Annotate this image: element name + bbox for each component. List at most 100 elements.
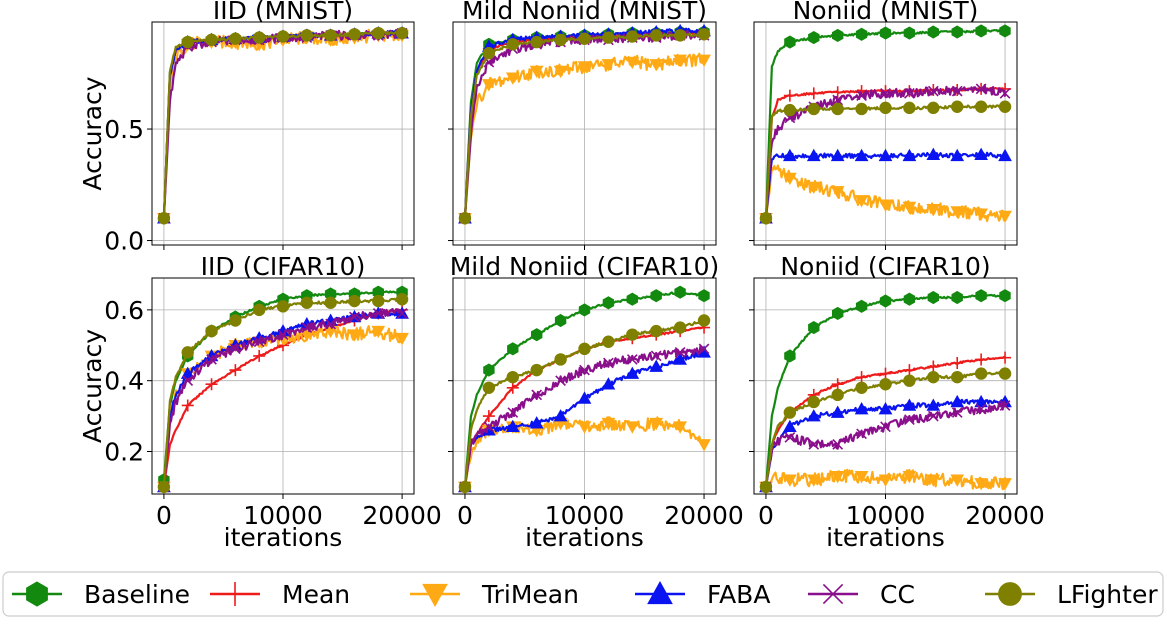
noniid-cifar10-point-lfighter-8 [903, 374, 916, 387]
mild-noniid-cifar10-point-mean-3 [482, 410, 495, 423]
iid-cifar10-point-trimean-10 [347, 329, 362, 342]
mild-noniid-cifar10-point-lfighter-12 [697, 314, 711, 327]
noniid-cifar10-point-cc-7 [880, 421, 891, 433]
noniid-cifar10-point-trimean-9 [926, 474, 941, 487]
panel-noniid-cifar10: 0 10000 20000 Noniid (CIFAR10) iterations [749, 252, 1045, 552]
mild-noniid-cifar10-point-trimean-7 [577, 421, 592, 434]
noniid-cifar10-point-lfighter-5 [831, 388, 844, 402]
iid-mnist-point-lfighter-8 [300, 29, 314, 42]
mild-noniid-mnist-point-lfighter-11 [673, 29, 687, 42]
noniid-cifar10-point-cc-3 [784, 431, 796, 443]
iid-cifar10-ytick-label-0: 0.2 [104, 438, 144, 467]
panel-iid-mnist: 0.0 0.5 IID (MNIST) Accuracy [78, 0, 415, 256]
noniid-mnist-point-lfighter-9 [927, 101, 940, 115]
iid-cifar10-point-lfighter-10 [348, 294, 361, 308]
iid-cifar10-point-cc-7 [277, 329, 289, 341]
noniid-cifar10-point-lfighter-3 [783, 406, 797, 419]
legend: Baseline Mean TriMean FABA CC LFighter [2, 571, 1164, 617]
mild-noniid-cifar10-point-faba-10 [649, 359, 664, 372]
noniid-mnist-point-trimean-11 [974, 208, 988, 221]
noniid-mnist-series-group [759, 24, 1012, 226]
noniid-mnist-point-baseline-3 [784, 35, 796, 49]
iid-cifar10-point-trimean-12 [395, 332, 409, 346]
iid-mnist-point-lfighter-5 [229, 32, 242, 45]
mild-noniid-cifar10-point-trimean-10 [649, 417, 664, 431]
iid-cifar10-point-lfighter-4 [205, 324, 218, 338]
noniid-mnist-point-faba-9 [926, 147, 941, 160]
mild-noniid-mnist-point-lfighter-7 [578, 32, 591, 45]
iid-cifar10-point-lfighter-5 [229, 314, 242, 327]
mild-noniid-cifar10-xtick-label-2: 20000 [664, 501, 744, 530]
noniid-mnist-point-trimean-6 [854, 195, 869, 208]
noniid-cifar10-point-trimean-7 [878, 474, 893, 487]
mild-noniid-mnist-point-lfighter-9 [626, 30, 639, 43]
noniid-mnist-point-mean-5 [831, 86, 844, 99]
noniid-cifar10-point-trimean-8 [902, 470, 917, 484]
legend-marker-lfighter [998, 582, 1022, 606]
iid-cifar10-point-lfighter-8 [300, 296, 314, 309]
noniid-cifar10-point-lfighter-10 [951, 370, 964, 384]
mild-noniid-cifar10-point-cc-7 [579, 364, 590, 376]
mild-noniid-cifar10-point-baseline-3 [483, 363, 495, 377]
noniid-mnist-point-baseline-9 [927, 25, 939, 39]
noniid-cifar10-point-faba-6 [854, 401, 869, 415]
iid-cifar10-point-cc-5 [229, 343, 241, 355]
legend-item-cc: CC [808, 580, 915, 609]
mild-noniid-mnist-point-trimean-8 [601, 59, 616, 72]
noniid-mnist-point-trimean-9 [926, 204, 941, 217]
legend-marker-mean [223, 582, 247, 606]
noniid-cifar10-series-group [759, 289, 1012, 494]
iid-cifar10-point-cc-3 [182, 375, 194, 387]
noniid-cifar10-point-cc-8 [904, 414, 915, 426]
mild-noniid-cifar10-point-baseline-10 [650, 289, 662, 303]
noniid-cifar10-point-faba-7 [878, 401, 893, 415]
mild-noniid-cifar10-point-mean-4 [506, 381, 519, 394]
noniid-mnist-point-lfighter-0 [759, 212, 773, 225]
iid-cifar10-point-cc-11 [372, 308, 384, 319]
mild-noniid-cifar10-point-lfighter-7 [578, 342, 591, 356]
noniid-mnist-point-baseline-8 [903, 26, 916, 40]
noniid-cifar10-xtick-label-2: 20000 [965, 501, 1045, 530]
mild-noniid-cifar10-point-cc-4 [507, 407, 519, 418]
noniid-cifar10-point-trimean-5 [830, 470, 845, 484]
mild-noniid-mnist-series-group [458, 23, 711, 226]
iid-mnist-point-lfighter-4 [205, 33, 218, 47]
noniid-mnist-point-cc-12 [999, 87, 1011, 99]
iid-cifar10-point-mean-5 [229, 364, 242, 377]
noniid-mnist-point-baseline-10 [951, 25, 963, 39]
noniid-cifar10-point-trimean-12 [998, 478, 1012, 491]
mild-noniid-mnist-point-lfighter-0 [458, 212, 472, 225]
iid-cifar10-point-cc-10 [349, 311, 360, 323]
noniid-cifar10-point-baseline-10 [951, 290, 963, 305]
legend-label-cc: CC [880, 580, 915, 609]
iid-cifar10-xlabel: iterations [224, 523, 343, 552]
mild-noniid-cifar10-point-cc-12 [698, 343, 710, 355]
noniid-mnist-point-lfighter-4 [807, 102, 820, 116]
noniid-cifar10-point-trimean-10 [950, 474, 965, 487]
mild-noniid-cifar10-point-faba-5 [529, 416, 544, 429]
mild-noniid-cifar10-point-baseline-5 [531, 328, 543, 342]
legend-label-faba: FABA [707, 580, 770, 609]
noniid-mnist-point-baseline-6 [855, 27, 868, 41]
iid-cifar10-xtick-label-0: 0 [156, 501, 172, 530]
iid-cifar10-xtick-label-2: 20000 [362, 501, 442, 530]
noniid-mnist-point-baseline-12 [999, 24, 1011, 38]
mild-noniid-cifar10-xtick-label-1: 10000 [545, 501, 625, 530]
mild-noniid-cifar10-point-baseline-11 [674, 285, 686, 299]
noniid-mnist-point-cc-11 [975, 83, 987, 95]
noniid-mnist-point-faba-6 [854, 148, 869, 162]
legend-marker-trimean [422, 583, 448, 608]
iid-mnist-point-lfighter-9 [324, 29, 337, 42]
iid-mnist-point-lfighter-7 [276, 30, 290, 43]
panel-iid-cifar10: 0 10000 20000 0.2 0.4 0.6 IID (CIFAR10) iterati… [78, 252, 442, 552]
mild-noniid-cifar10-point-baseline-4 [507, 342, 519, 356]
noniid-mnist-point-faba-7 [878, 148, 893, 162]
noniid-mnist-point-lfighter-11 [974, 100, 988, 113]
noniid-mnist-point-cc-8 [904, 87, 915, 99]
noniid-mnist-point-trimean-5 [830, 186, 845, 199]
noniid-cifar10-point-baseline-4 [808, 321, 820, 335]
iid-cifar10-point-cc-9 [325, 318, 337, 330]
mild-noniid-cifar10-point-trimean-9 [625, 421, 640, 434]
mild-noniid-cifar10-point-faba-4 [505, 419, 520, 433]
mild-noniid-cifar10-xtick-label-0: 0 [457, 501, 473, 530]
